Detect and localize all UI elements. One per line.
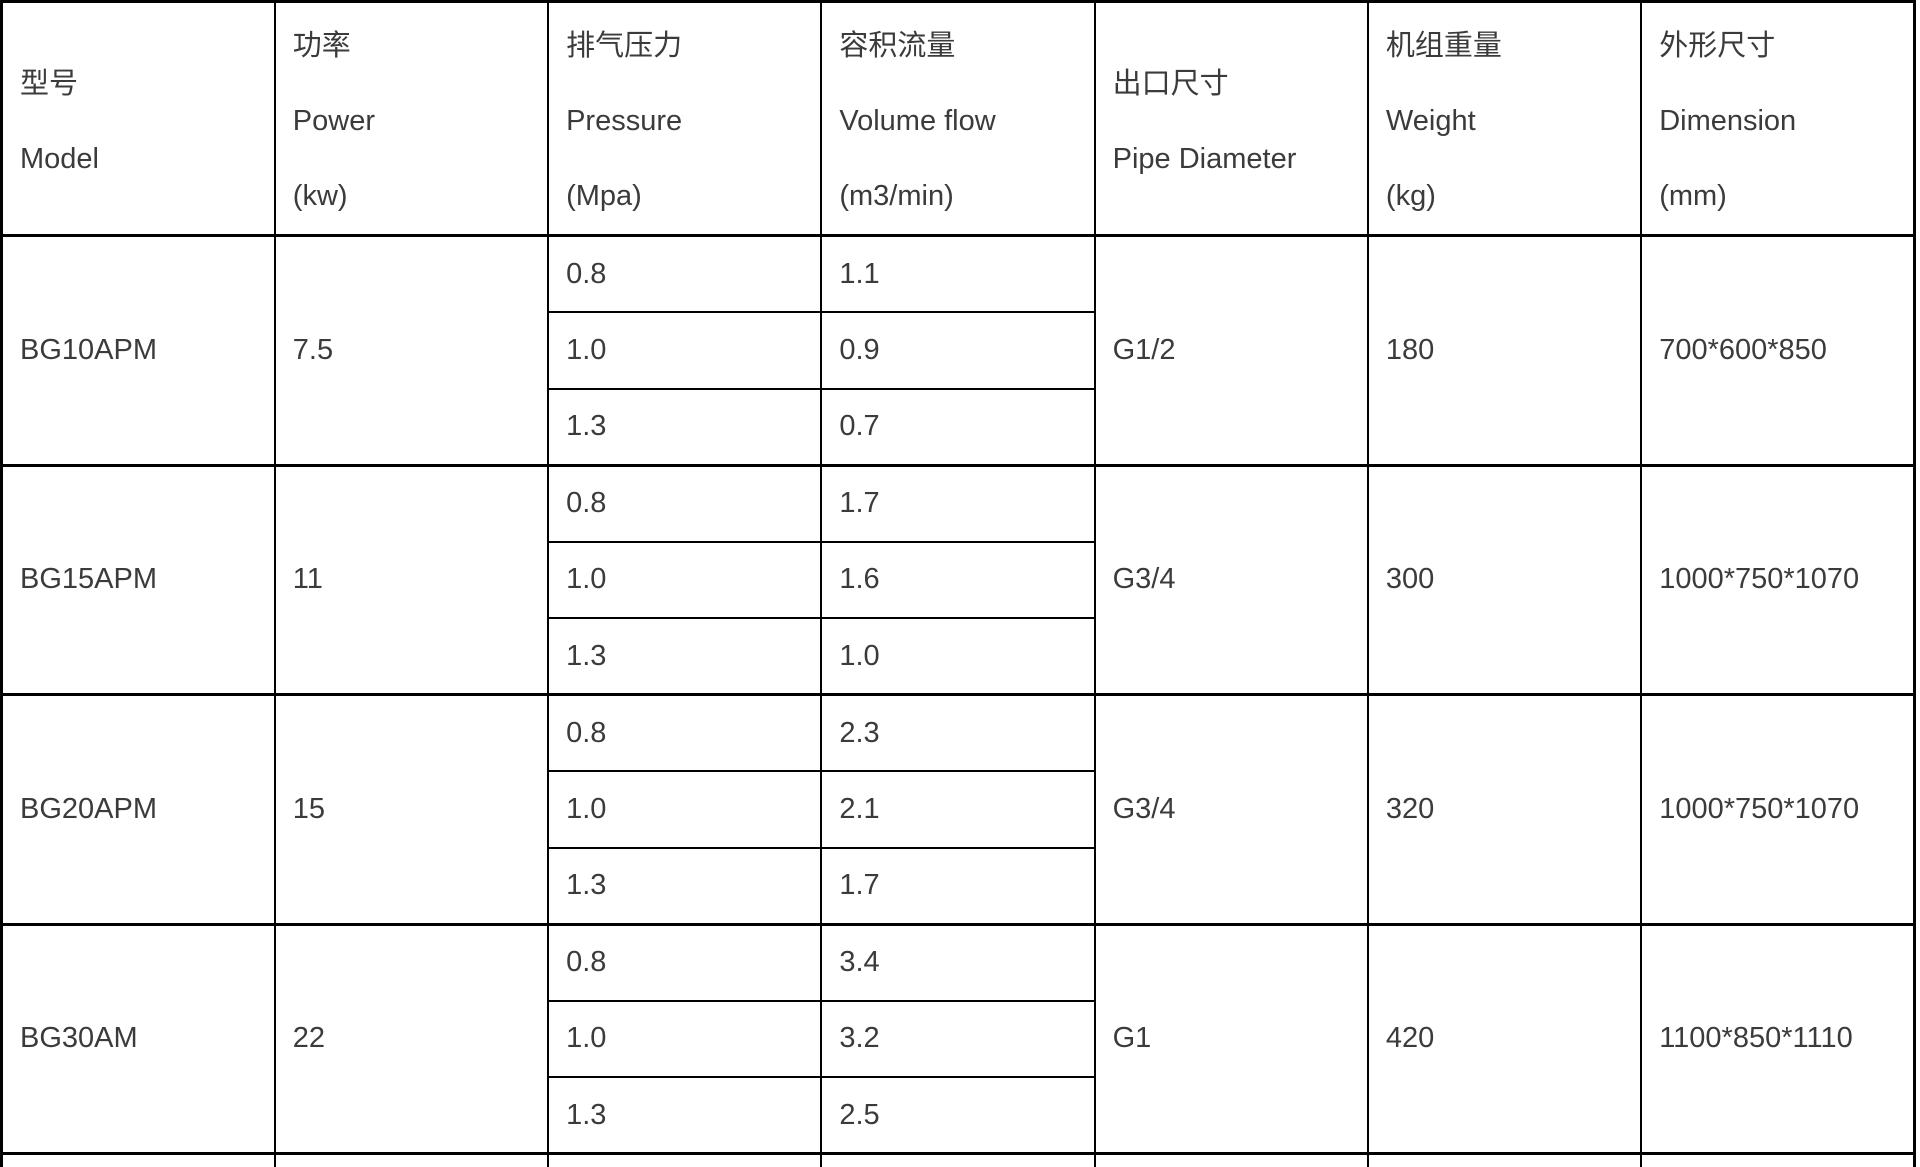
cell-weight: 420 <box>1366 923 1643 1155</box>
header-weight-en: Weight <box>1385 105 1476 137</box>
cell-volume-flow: 2.1 <box>820 770 1096 849</box>
col-header-weight: 机组重量 Weight (kg) <box>1366 0 1643 237</box>
cell-dimension: 1100*850*1110 <box>1640 923 1916 1155</box>
spec-row-BG15APM-3: 1.3 1.0 <box>2 617 1915 696</box>
header-volume-flow-zh: 容积流量 <box>839 30 956 62</box>
cell-pipe-diameter: G3/4 <box>1093 464 1369 696</box>
header-pressure-unit: (Mpa) <box>566 180 642 212</box>
cell-pressure: 1.3 <box>547 1076 823 1155</box>
spec-row-BG10APM-2: 1.0 0.9 <box>2 311 1915 390</box>
cutoff-cell <box>547 1152 823 1167</box>
cell-pipe-diameter: G3/4 <box>1093 693 1369 926</box>
header-pressure-en: Pressure <box>566 105 683 137</box>
header-pipe-diameter-zh: 出口尺寸 <box>1112 67 1229 100</box>
col-header-volume-flow: 容积流量 Volume flow (m3/min) <box>820 0 1096 237</box>
cutoff-row <box>0 1152 1916 1167</box>
cell-pressure: 1.3 <box>547 387 823 467</box>
table-header: 型号 Model 功率 Power (kw) 排气压力 Pressure (Mpa) 容积… <box>0 0 1916 237</box>
cell-weight: 320 <box>1366 693 1643 926</box>
col-header-pressure: 排气压力 Pressure (Mpa) <box>547 0 823 237</box>
cell-volume-flow: 1.7 <box>820 846 1096 926</box>
cell-weight: 180 <box>1366 234 1643 467</box>
table-body: BG10APM 7.5 0.8 1.1 G1/2 180 700*600*850 1.0 0.9… <box>0 234 1916 1167</box>
cell-volume-flow: 0.9 <box>820 311 1096 390</box>
col-header-dimension: 外形尺寸 Dimension (mm) <box>1640 0 1916 237</box>
header-volume-flow-unit: (m3/min) <box>839 180 954 212</box>
cell-model: BG15APM <box>0 464 276 696</box>
spec-row-BG30AM-2: 1.0 3.2 <box>2 999 1915 1078</box>
cell-pressure: 1.3 <box>547 846 823 926</box>
cell-volume-flow: 3.2 <box>820 999 1096 1078</box>
cutoff-cell <box>1093 1152 1369 1167</box>
col-header-power: 功率 Power (kw) <box>273 0 550 237</box>
header-model-zh: 型号 <box>20 67 79 100</box>
cell-model: BG20APM <box>0 693 276 926</box>
cell-pressure: 0.8 <box>547 693 823 772</box>
header-pipe-diameter-en: Pipe Diameter <box>1112 142 1297 175</box>
cell-volume-flow: 1.0 <box>820 617 1096 696</box>
cell-pressure: 1.0 <box>547 311 823 390</box>
cell-volume-flow: 0.7 <box>820 387 1096 467</box>
cell-power: 22 <box>273 923 550 1155</box>
cell-dimension: 1000*750*1070 <box>1640 693 1916 926</box>
header-row: 型号 Model 功率 Power (kw) 排气压力 Pressure (Mpa) 容积… <box>0 0 1916 237</box>
spec-row-BG15APM-1: BG15APM 11 0.8 1.7 G3/4 300 1000*750*1070 <box>0 464 1916 696</box>
spec-row-BG10APM-3: 1.3 0.7 <box>2 387 1915 467</box>
cell-volume-flow: 2.5 <box>820 1076 1096 1155</box>
cell-pressure: 1.3 <box>547 617 823 696</box>
cell-volume-flow: 1.7 <box>820 464 1096 543</box>
cell-volume-flow: 1.6 <box>820 540 1096 619</box>
cell-pressure: 1.0 <box>547 770 823 849</box>
header-dimension-zh: 外形尺寸 <box>1659 30 1776 62</box>
header-power-en: Power <box>292 105 375 137</box>
cell-power: 11 <box>273 464 550 696</box>
cell-pressure: 1.0 <box>547 540 823 619</box>
cell-weight: 300 <box>1366 464 1643 696</box>
spec-row-BG20APM-2: 1.0 2.1 <box>2 770 1915 849</box>
cell-volume-flow: 2.3 <box>820 693 1096 772</box>
col-header-model: 型号 Model <box>0 0 276 237</box>
header-weight-unit: (kg) <box>1385 180 1436 212</box>
spec-row-BG30AM-1: BG30AM 22 0.8 3.4 G1 420 1100*850*1110 <box>0 923 1916 1155</box>
header-dimension-en: Dimension <box>1659 105 1797 137</box>
cell-model: BG10APM <box>0 234 276 467</box>
spec-row-BG10APM-1: BG10APM 7.5 0.8 1.1 G1/2 180 700*600*850 <box>0 234 1916 467</box>
spec-row-BG20APM-1: BG20APM 15 0.8 2.3 G3/4 320 1000*750*1070 <box>0 693 1916 926</box>
cutoff-cell <box>820 1152 1096 1167</box>
cell-dimension: 700*600*850 <box>1640 234 1916 467</box>
col-header-pipe-diameter: 出口尺寸 Pipe Diameter <box>1093 0 1369 237</box>
cutoff-cell <box>1640 1152 1916 1167</box>
cutoff-cell <box>1366 1152 1643 1167</box>
header-dimension-unit: (mm) <box>1659 180 1727 212</box>
header-volume-flow-en: Volume flow <box>839 105 996 137</box>
cell-pressure: 1.0 <box>547 999 823 1078</box>
header-power-unit: (kw) <box>292 180 348 212</box>
cell-volume-flow: 1.1 <box>820 234 1096 313</box>
header-model-en: Model <box>20 142 99 175</box>
cell-pressure: 0.8 <box>547 464 823 543</box>
cutoff-cell <box>0 1152 276 1167</box>
spec-row-BG20APM-3: 1.3 1.7 <box>2 846 1915 926</box>
header-weight-zh: 机组重量 <box>1385 30 1502 62</box>
cell-model: BG30AM <box>0 923 276 1155</box>
cell-power: 7.5 <box>273 234 550 467</box>
header-pressure-zh: 排气压力 <box>566 30 683 62</box>
cell-pressure: 0.8 <box>547 234 823 313</box>
spec-row-BG30AM-3: 1.3 2.5 <box>2 1076 1915 1155</box>
cell-dimension: 1000*750*1070 <box>1640 464 1916 696</box>
cell-pipe-diameter: G1 <box>1093 923 1369 1155</box>
cell-pipe-diameter: G1/2 <box>1093 234 1369 467</box>
cell-volume-flow: 3.4 <box>820 923 1096 1002</box>
cutoff-cell <box>273 1152 550 1167</box>
header-power-zh: 功率 <box>292 30 351 62</box>
spec-row-BG15APM-2: 1.0 1.6 <box>2 540 1915 619</box>
cell-pressure: 0.8 <box>547 923 823 1002</box>
cell-power: 15 <box>273 693 550 926</box>
